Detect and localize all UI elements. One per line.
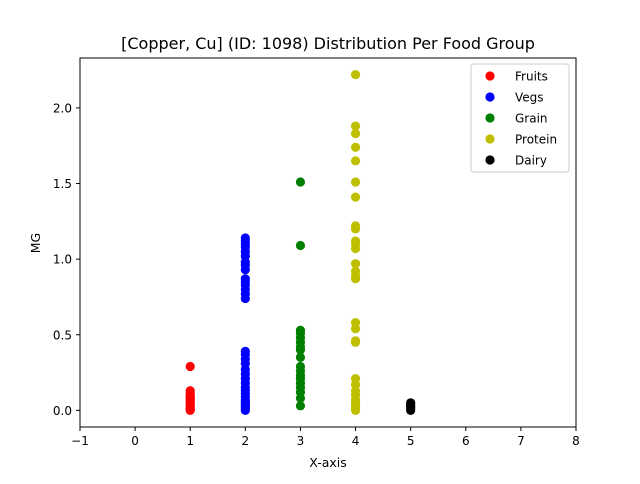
data-point xyxy=(406,405,416,415)
data-point xyxy=(350,324,361,334)
legend-marker xyxy=(485,134,495,144)
data-point xyxy=(350,156,361,166)
data-point xyxy=(295,401,306,411)
y-tick-label: 1.0 xyxy=(53,253,72,267)
data-point xyxy=(295,240,306,251)
legend-box xyxy=(470,63,570,173)
legend-marker xyxy=(485,155,495,165)
y-tick-label: 0.5 xyxy=(53,328,72,342)
data-point xyxy=(185,405,195,415)
series-fruits xyxy=(185,361,195,415)
data-point xyxy=(350,337,361,347)
series-vegs xyxy=(240,233,250,415)
data-point xyxy=(350,129,361,139)
data-point xyxy=(295,352,306,363)
x-tick-label: 8 xyxy=(572,434,580,448)
y-tick-label: 0.0 xyxy=(53,404,72,418)
data-point xyxy=(350,224,361,234)
data-point xyxy=(240,265,250,275)
x-axis-label: X-axis xyxy=(309,455,347,470)
plot-frame xyxy=(79,57,577,428)
chart-title: [Copper, Cu] (ID: 1098) Distribution Per… xyxy=(121,34,535,53)
legend-label: Dairy xyxy=(515,154,547,168)
x-tick-label: 1 xyxy=(186,434,194,448)
legend-label: Grain xyxy=(515,112,548,126)
y-axis-label: MG xyxy=(28,233,43,253)
data-point xyxy=(350,405,361,415)
x-axis-ticks: −1 0 1 2 3 4 5 6 7 8 xyxy=(71,427,580,448)
data-point xyxy=(185,361,195,372)
legend-label: Fruits xyxy=(515,70,548,84)
legend-label: Protein xyxy=(515,133,557,147)
y-axis-ticks: 0.0 0.5 1.0 1.5 2.0 xyxy=(53,101,80,418)
x-tick-label: 5 xyxy=(407,434,415,448)
legend: Fruits Vegs Grain Protein Dairy xyxy=(470,63,570,173)
legend-marker xyxy=(485,92,495,102)
data-point xyxy=(240,293,250,304)
data-point xyxy=(350,70,361,80)
x-tick-label: 4 xyxy=(352,434,360,448)
legend-label: Vegs xyxy=(515,91,544,105)
data-point xyxy=(295,345,306,355)
data-point xyxy=(350,177,361,187)
x-tick-label: 6 xyxy=(462,434,470,448)
legend-marker xyxy=(485,71,495,81)
x-tick-label: 7 xyxy=(517,434,525,448)
x-tick-label: −1 xyxy=(71,434,89,448)
data-point xyxy=(350,121,361,131)
x-tick-label: 0 xyxy=(131,434,139,448)
x-tick-label: 3 xyxy=(297,434,305,448)
data-point xyxy=(350,259,361,269)
legend-marker xyxy=(485,113,495,123)
series-dairy xyxy=(406,398,416,415)
series-grain xyxy=(295,177,306,411)
data-point xyxy=(350,274,361,284)
x-tick-label: 2 xyxy=(242,434,250,448)
y-tick-label: 2.0 xyxy=(53,101,72,115)
data-point xyxy=(295,177,306,187)
y-tick-label: 1.5 xyxy=(53,177,72,191)
data-point xyxy=(350,192,361,202)
data-point xyxy=(295,393,306,403)
data-point xyxy=(350,243,361,254)
data-point xyxy=(350,142,361,152)
plot-area xyxy=(185,70,416,415)
series-protein xyxy=(350,70,361,415)
data-point xyxy=(240,405,250,415)
